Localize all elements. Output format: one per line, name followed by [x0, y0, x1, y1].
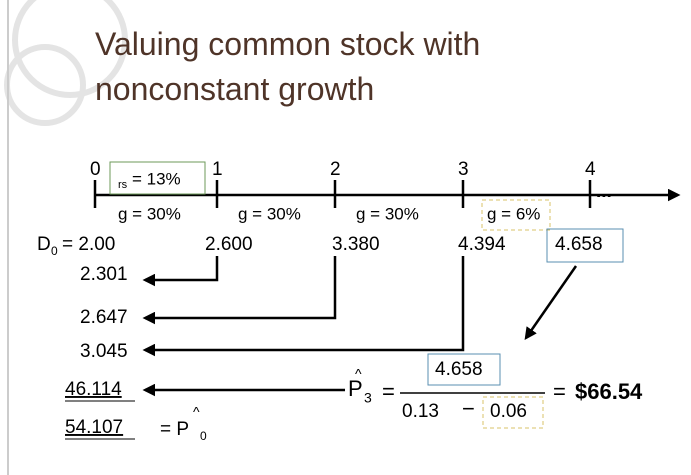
- present-value: 46.114: [65, 379, 122, 400]
- period: 3: [458, 159, 469, 180]
- period: 0: [90, 159, 101, 180]
- price-subscript: 0: [200, 429, 207, 443]
- arrows: [142, 256, 578, 397]
- denominator: 0.13: [402, 401, 439, 422]
- d0-subscript: 0: [51, 244, 58, 258]
- dividend: 2.600: [205, 234, 253, 255]
- d0-symbol: D: [37, 234, 51, 255]
- growth: g = 30%: [356, 204, 419, 223]
- denominator: 0.06: [490, 401, 527, 422]
- dividend: 4.658: [555, 234, 603, 255]
- title: nonconstant growth: [95, 71, 374, 107]
- rate-symbol: rs: [118, 179, 128, 191]
- numerator: 4.658: [435, 359, 483, 380]
- growth: g = 6%: [487, 204, 540, 223]
- terminal-equals: =: [382, 379, 395, 404]
- present-value: 54.107: [65, 417, 123, 438]
- terminal-symbol: P: [348, 376, 363, 401]
- period: 2: [330, 159, 341, 180]
- terminal-subscript: 3: [364, 390, 372, 406]
- price-equals: = P: [160, 419, 189, 440]
- dividend: 3.380: [332, 234, 380, 255]
- d0-value: = 2.00: [62, 234, 115, 255]
- period: 4: [585, 159, 596, 180]
- price-hat: ^: [193, 404, 200, 420]
- growth: g = 30%: [118, 204, 181, 223]
- numerator-box: [427, 353, 501, 386]
- growth: g = 30%: [238, 204, 301, 223]
- present-value: 3.045: [80, 341, 128, 362]
- denominator-box: [482, 396, 544, 429]
- present-value: 2.301: [80, 264, 128, 285]
- minus: −: [462, 396, 475, 421]
- dividend: 4.394: [458, 234, 506, 255]
- continuation: ...: [596, 181, 612, 202]
- dividend-box: [546, 228, 624, 263]
- present-value: 2.647: [80, 307, 128, 328]
- rate-value: = 13%: [132, 169, 181, 188]
- result: $66.54: [575, 379, 643, 404]
- result-equals: =: [553, 379, 566, 404]
- terminal-hat: ^: [355, 366, 362, 382]
- period: 1: [212, 159, 223, 180]
- rate-box: [109, 161, 206, 195]
- ticks: [93, 180, 592, 208]
- title: Valuing common stock with: [95, 26, 480, 62]
- decoration: [4, 0, 128, 475]
